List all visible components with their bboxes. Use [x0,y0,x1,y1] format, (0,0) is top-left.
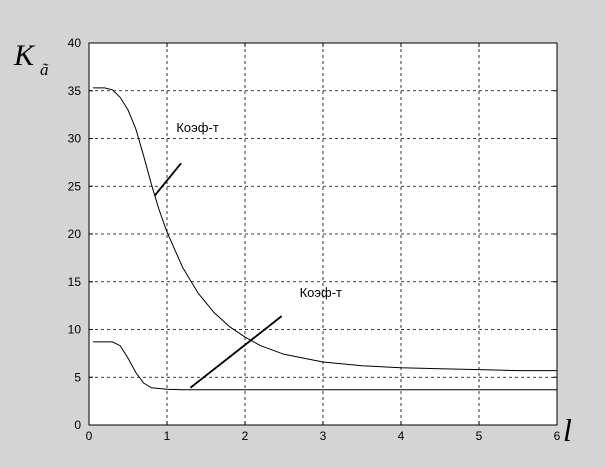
x-tick-label: 1 [164,429,171,443]
y-tick-label: 30 [68,132,82,146]
y-tick-label: 25 [68,179,82,193]
x-tick-label: 3 [320,429,327,443]
annotation-label-1: Коэф-т [176,120,218,135]
annotation-label-2: Коэф-т [300,285,342,300]
x-tick-label: 0 [86,429,93,443]
y-axis-label: K [13,39,36,72]
annotation-pointer-1 [153,162,182,197]
y-tick-label: 0 [74,418,81,432]
annotations: Коэф-т Коэф-т [153,120,342,389]
y-tick-label: 5 [74,370,81,384]
y-tick-label: 40 [68,36,82,50]
x-tick-label: 2 [242,429,249,443]
x-tick-label: 5 [476,429,483,443]
annotation-pointer-2 [189,315,283,389]
y-tick-label: 15 [68,275,82,289]
y-tick-label: 35 [68,84,82,98]
data-series [92,87,557,391]
x-tick-label: 4 [398,429,405,443]
tick-labels: 0 1 2 3 4 5 6 0 5 10 15 20 25 30 35 40 [68,36,561,443]
grid-lines [88,42,558,426]
x-axis-label: l [563,412,572,448]
y-tick-label: 10 [68,323,82,337]
y-axis-label-subscript: ã [40,60,49,79]
x-tick-label: 6 [554,429,561,443]
series-line-2 [92,341,557,391]
series-line-1 [92,87,557,372]
y-tick-label: 20 [68,227,82,241]
